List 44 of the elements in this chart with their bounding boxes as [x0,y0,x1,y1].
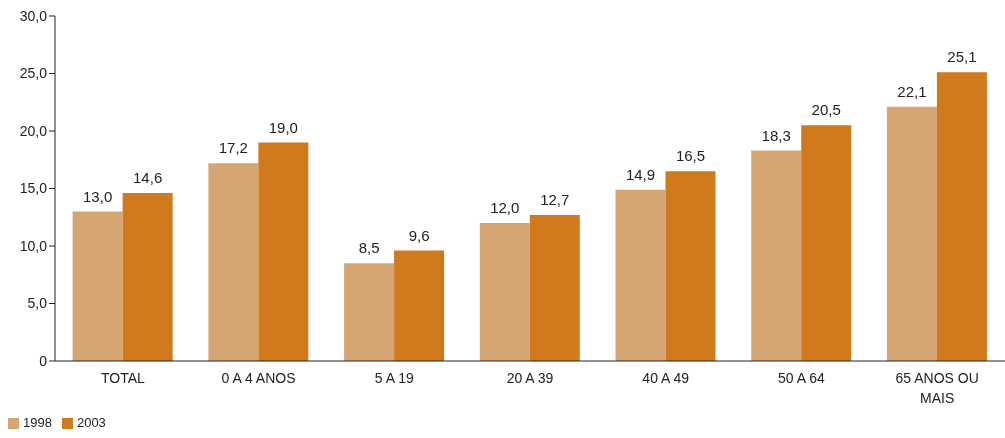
data-label: 14,9 [625,165,656,183]
data-label: 8,5 [358,239,380,257]
y-tick-label: 30,0 [19,7,48,24]
data-label: 12,7 [540,190,570,208]
bar [665,171,716,361]
data-label: 16,5 [675,147,706,165]
bar [122,193,173,361]
bar [72,211,123,361]
bar [615,189,666,361]
x-tick-label: 5 A 19 [374,370,414,386]
x-tick-label: 50 A 64 [778,370,825,386]
bar [886,106,937,361]
data-label: 14,6 [133,169,163,187]
x-tick-label: 20 A 39 [506,370,554,386]
data-label: 25,1 [947,48,977,66]
y-tick-label: 5,0 [27,295,48,312]
bar [208,163,259,361]
y-tick-label: 15,0 [19,180,48,197]
bar [801,125,852,361]
x-tick-label: 0 A 4 ANOS [221,370,296,386]
x-tick-label: 65 ANOS OU MAIS [895,370,979,406]
data-label: 18,3 [761,126,791,144]
bar [344,263,395,361]
data-label: 22,1 [897,82,927,100]
bar [479,223,530,361]
data-label: 17,2 [218,139,248,157]
legend-label: 1998 [23,415,52,430]
y-tick-label: 25,0 [19,65,48,82]
x-tick-label: 40 A 49 [642,370,690,386]
bar [529,214,580,361]
y-tick-label: 20,0 [19,122,48,139]
data-label: 9,6 [408,226,430,244]
bar [936,72,987,361]
data-label: 13,0 [83,187,113,205]
bar [394,250,445,361]
data-label: 12,0 [490,199,520,216]
data-label: 20,5 [811,101,841,119]
x-tick-label: TOTAL [100,370,145,386]
bar [258,142,309,361]
bar [751,150,802,361]
y-tick-label: 0 [39,352,48,369]
y-tick-label: 10,0 [19,237,48,254]
data-label: 19,0 [268,118,298,136]
legend-label: 2003 [76,415,106,430]
